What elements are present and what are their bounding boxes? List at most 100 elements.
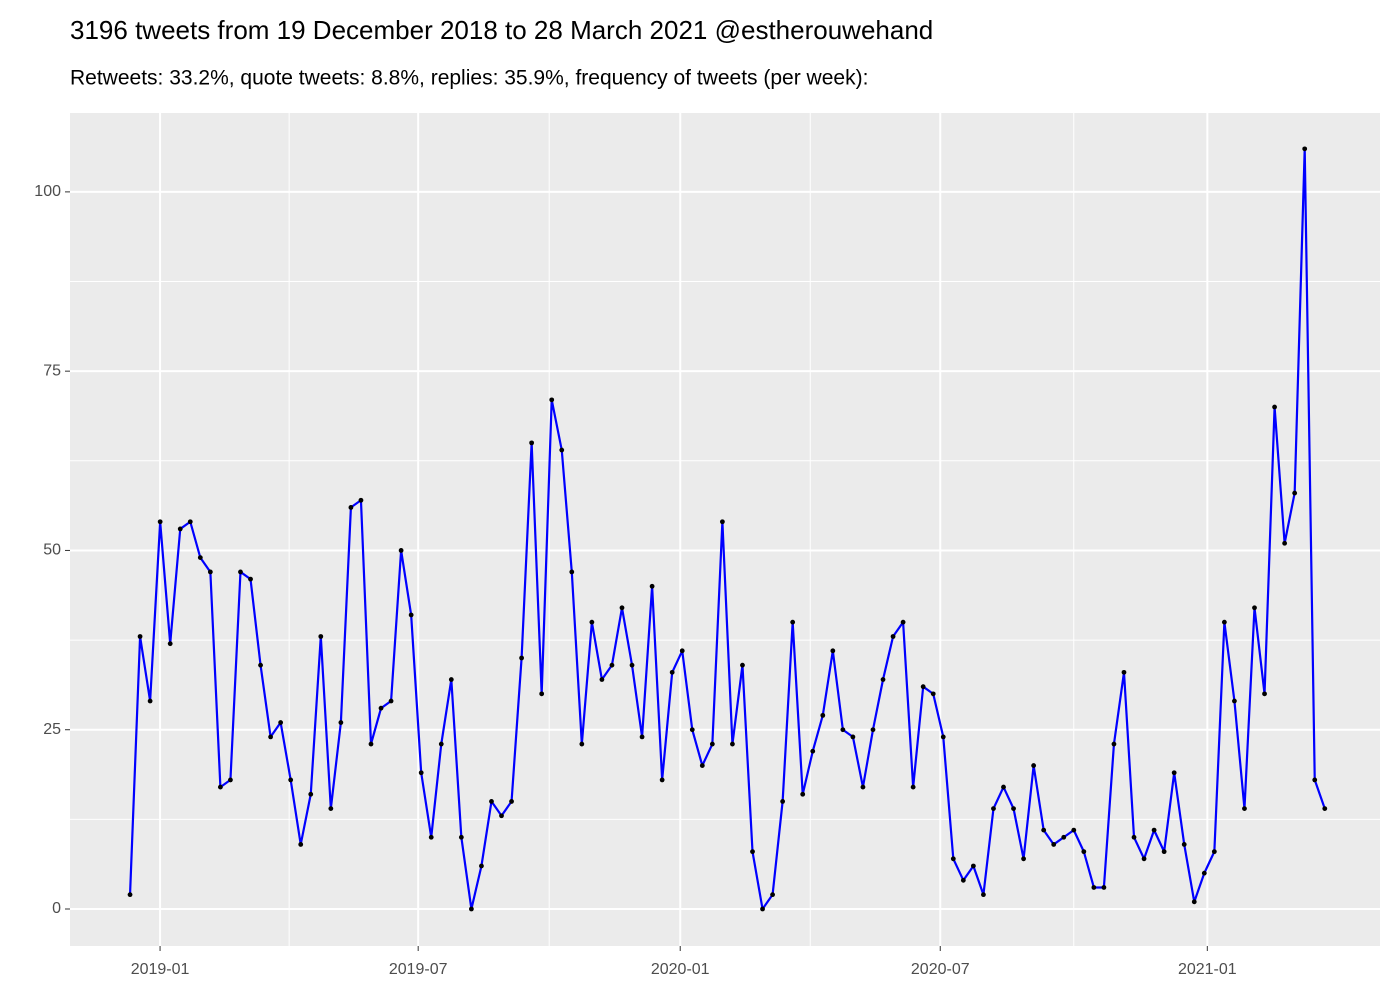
data-point <box>1322 806 1328 812</box>
data-point <box>167 641 173 647</box>
data-point <box>1232 698 1237 704</box>
data-point <box>147 698 153 704</box>
data-point <box>569 569 575 575</box>
data-point <box>840 727 846 733</box>
data-point <box>529 440 535 446</box>
data-point <box>238 569 243 575</box>
data-point <box>228 777 233 783</box>
data-point <box>1091 885 1097 890</box>
x-tick-label: 2020-07 <box>911 961 970 978</box>
data-point <box>760 906 765 912</box>
data-point <box>970 863 976 869</box>
data-point <box>820 712 826 718</box>
data-point <box>217 784 223 790</box>
data-point <box>1101 885 1107 890</box>
data-point <box>1001 784 1006 790</box>
data-point <box>780 799 786 804</box>
data-point <box>408 612 414 618</box>
data-point <box>991 806 996 812</box>
data-point <box>539 691 545 697</box>
data-point <box>428 834 434 840</box>
data-point <box>448 677 454 682</box>
data-point <box>619 605 625 611</box>
data-point <box>649 583 655 589</box>
data-point <box>810 748 816 754</box>
data-point <box>1221 619 1227 625</box>
data-point <box>388 698 394 704</box>
data-point <box>268 734 273 740</box>
data-point <box>1302 146 1308 152</box>
data-point <box>1262 691 1267 697</box>
data-point <box>378 705 384 711</box>
data-point <box>127 892 133 898</box>
data-point <box>1061 834 1067 840</box>
data-point <box>358 497 364 503</box>
data-point <box>609 662 615 668</box>
data-point <box>308 791 314 797</box>
data-point <box>398 548 404 553</box>
chart-subtitle: Retweets: 33.2%, quote tweets: 8.8%, rep… <box>70 67 868 90</box>
data-point <box>1121 669 1127 675</box>
data-point <box>719 519 725 525</box>
x-tick-label: 2020-01 <box>651 961 710 978</box>
data-point <box>197 555 203 561</box>
data-point <box>207 569 213 575</box>
data-point <box>830 648 836 654</box>
data-point <box>489 799 494 804</box>
data-point <box>740 662 745 668</box>
data-point <box>930 691 936 697</box>
data-point <box>1211 849 1217 855</box>
data-point <box>1131 834 1137 840</box>
data-point <box>177 526 183 532</box>
data-point <box>1312 777 1318 783</box>
x-tick-label: 2019-01 <box>131 961 190 978</box>
data-point <box>1031 763 1037 768</box>
data-point <box>1181 842 1187 847</box>
data-point <box>1041 827 1047 833</box>
data-point <box>750 849 755 855</box>
data-point <box>1191 899 1197 905</box>
data-point <box>870 727 876 733</box>
data-point <box>368 741 374 747</box>
data-point <box>1011 806 1016 812</box>
data-point <box>318 634 324 639</box>
data-point <box>137 634 143 639</box>
data-point <box>438 741 444 747</box>
data-point <box>770 892 775 898</box>
data-point <box>589 619 595 625</box>
data-point <box>679 648 685 654</box>
data-point <box>950 856 956 862</box>
data-point <box>509 799 514 804</box>
data-point <box>599 677 605 682</box>
x-tick-label: 2019-07 <box>389 961 448 978</box>
chart-title: 3196 tweets from 19 December 2018 to 28 … <box>70 15 933 45</box>
data-point <box>1201 870 1207 876</box>
data-point <box>800 791 806 797</box>
data-point <box>278 720 284 725</box>
data-point <box>458 834 464 840</box>
data-point <box>699 763 705 768</box>
data-point <box>1252 605 1257 611</box>
data-point <box>880 677 886 682</box>
data-point <box>1171 770 1177 776</box>
data-point <box>1081 849 1087 855</box>
data-point <box>298 842 304 847</box>
data-point <box>468 906 474 912</box>
data-point <box>338 720 344 725</box>
data-point <box>669 669 675 675</box>
data-point <box>328 806 334 812</box>
series-line <box>128 147 1326 911</box>
y-tick-label: 50 <box>43 542 61 559</box>
data-point <box>1242 806 1247 812</box>
data-point <box>960 877 966 883</box>
data-point <box>920 684 926 690</box>
data-point <box>248 576 253 582</box>
data-point <box>709 741 715 747</box>
data-point <box>499 813 504 819</box>
data-point <box>157 519 163 525</box>
data-point <box>1071 827 1077 833</box>
data-point <box>730 741 735 747</box>
y-tick-label: 25 <box>43 721 61 738</box>
data-point <box>1021 856 1026 862</box>
